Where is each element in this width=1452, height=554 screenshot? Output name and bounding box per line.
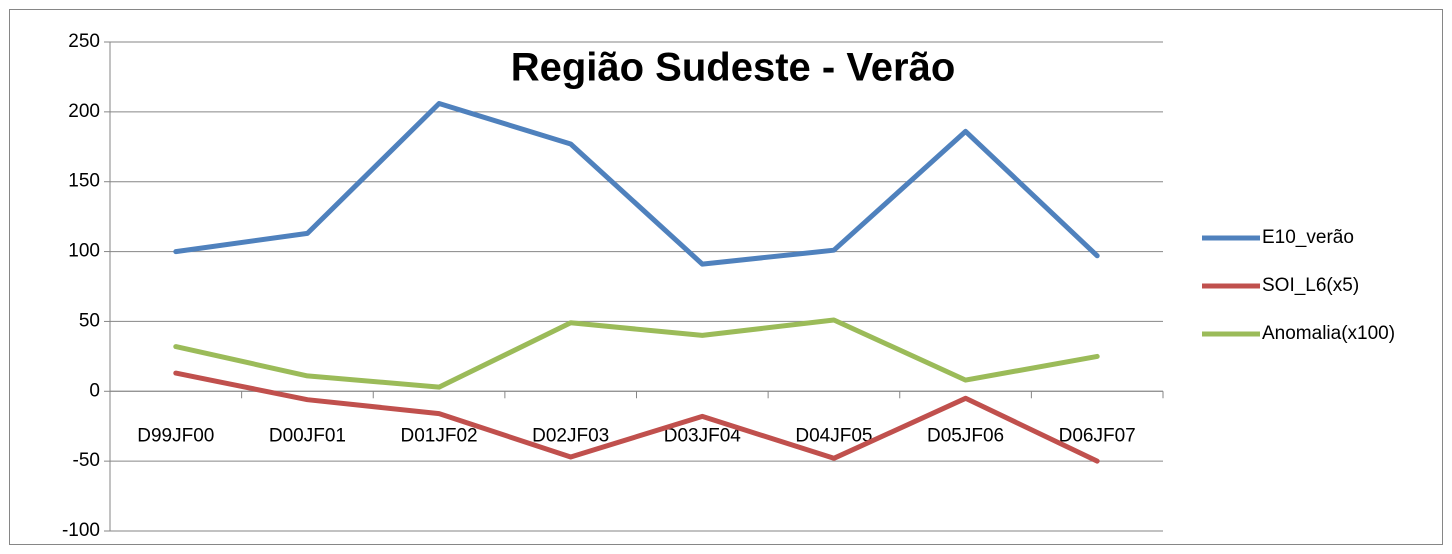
series-line xyxy=(173,101,1100,267)
y-tick-label: 200 xyxy=(68,101,100,122)
x-tick-label: D02JF03 xyxy=(532,425,609,446)
y-tick-label: -100 xyxy=(62,520,100,541)
y-tick-label: 0 xyxy=(89,380,100,401)
series-line xyxy=(173,317,1100,390)
legend-label: SOI_L6(x5) xyxy=(1262,275,1359,296)
x-tick-label: D06JF07 xyxy=(1059,425,1136,446)
chart-border xyxy=(9,9,1443,545)
y-tick-label: -50 xyxy=(73,450,100,471)
x-tick-label: D01JF02 xyxy=(401,425,478,446)
x-tick-label: D00JF01 xyxy=(269,425,346,446)
y-tick-label: 100 xyxy=(68,241,100,262)
x-tick-label: D04JF05 xyxy=(795,425,872,446)
legend-label: Anomalia(x100) xyxy=(1262,323,1395,344)
chart-title: Região Sudeste - Verão xyxy=(511,46,956,90)
y-tick-label: 50 xyxy=(79,310,100,331)
legend-label: E10_verão xyxy=(1262,227,1354,248)
x-tick-label: D99JF00 xyxy=(137,425,214,446)
series-line xyxy=(173,370,1100,464)
x-tick-label: D03JF04 xyxy=(664,425,742,446)
x-tick-label: D05JF06 xyxy=(927,425,1004,446)
y-tick-label: 150 xyxy=(68,171,100,192)
y-tick-label: 250 xyxy=(68,31,100,52)
